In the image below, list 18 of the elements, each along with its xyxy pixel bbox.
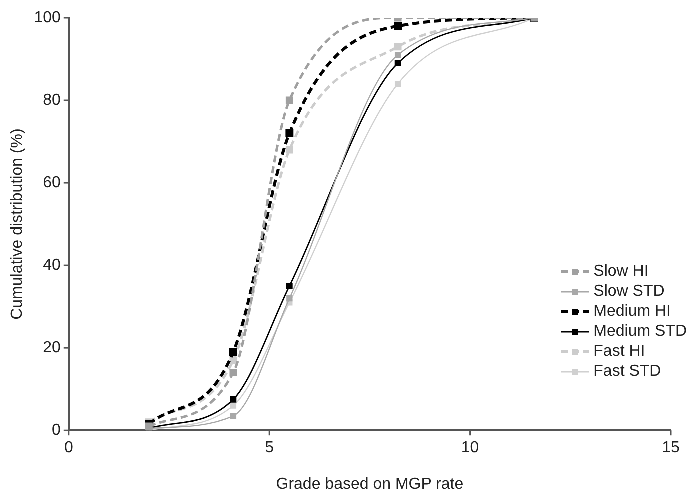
y-axis-title: Cumulative distribution (%) [9,128,26,320]
x-tick-label: 15 [662,440,680,457]
x-tick-label: 5 [265,440,274,457]
y-tick-label: 80 [43,92,61,109]
legend-label: Slow HI [594,263,649,281]
y-tick-label: 60 [43,174,61,192]
y-tick-label: 20 [43,339,61,356]
x-tick-label: 0 [64,440,74,457]
legend-label: Slow STD [594,283,665,301]
x-tick-label: 10 [461,440,480,457]
legend-label: Medium STD [594,323,687,341]
y-tick-label: 0 [52,422,61,440]
y-tick-label: 100 [34,9,61,26]
legend-label: Medium HI [594,303,671,321]
y-tick-label: 40 [43,256,61,274]
x-axis-title: Grade based on MGP rate [276,476,464,493]
legend-label: Fast HI [594,343,646,361]
legend-label: Fast STD [594,363,662,381]
